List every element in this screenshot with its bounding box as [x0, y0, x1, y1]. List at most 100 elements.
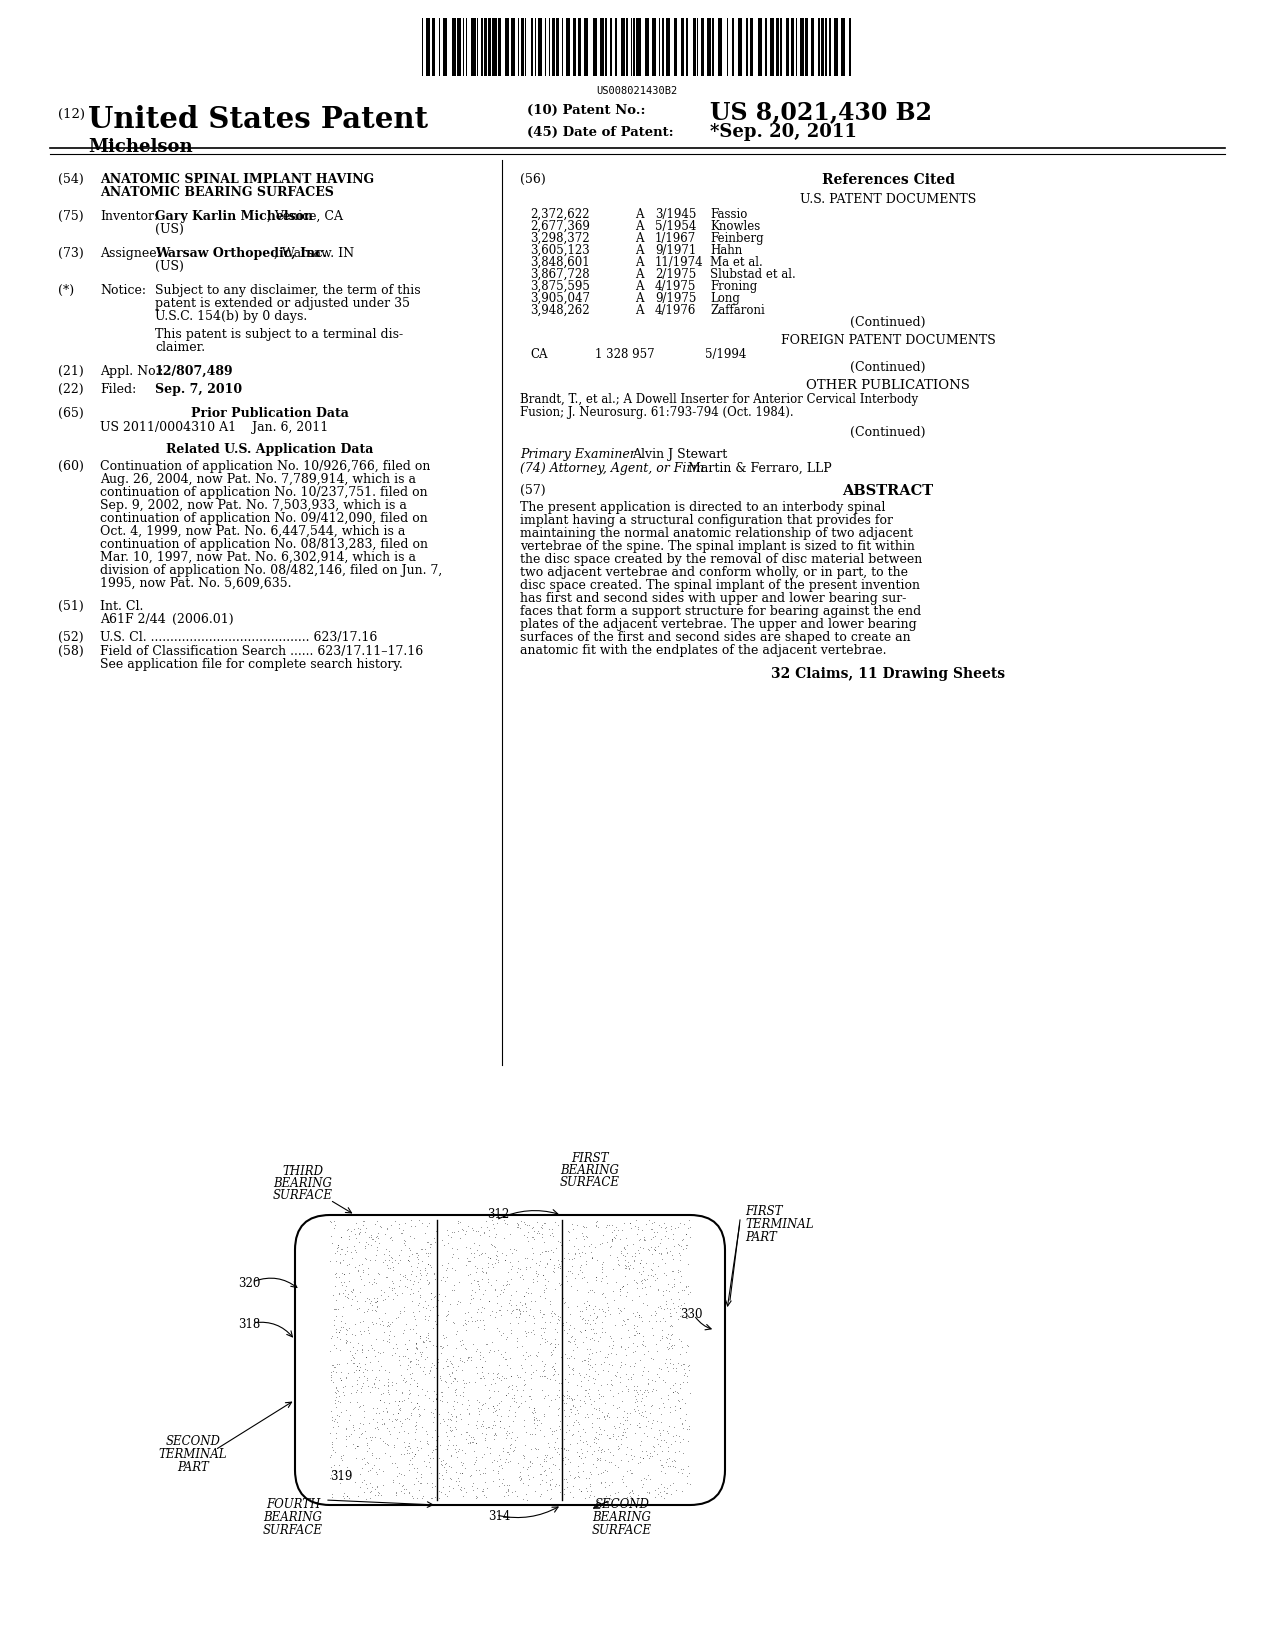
Point [362, 1297, 382, 1323]
Point [320, 1444, 340, 1470]
Point [382, 1269, 403, 1295]
Text: Field of Classification Search ...... 623/17.11–17.16: Field of Classification Search ...... 62… [99, 645, 423, 658]
Point [565, 1241, 585, 1267]
Point [450, 1421, 470, 1447]
Point [552, 1285, 572, 1312]
Point [507, 1259, 528, 1285]
Point [643, 1376, 663, 1402]
Point [495, 1246, 515, 1272]
Point [357, 1299, 377, 1325]
Point [366, 1299, 386, 1325]
Point [339, 1315, 360, 1341]
Bar [463, 18, 464, 76]
Point [380, 1421, 400, 1447]
Point [541, 1290, 561, 1317]
Point [391, 1280, 412, 1307]
Text: 9/1971: 9/1971 [655, 244, 696, 257]
Point [603, 1328, 623, 1355]
Point [402, 1241, 422, 1267]
Point [668, 1305, 688, 1332]
Point [354, 1236, 375, 1262]
Point [320, 1465, 340, 1492]
Point [419, 1297, 440, 1323]
Point [459, 1399, 479, 1426]
Point [620, 1211, 640, 1238]
Bar [511, 18, 515, 76]
Point [349, 1409, 370, 1436]
Point [329, 1318, 349, 1345]
Point [562, 1393, 583, 1419]
Point [629, 1259, 649, 1285]
Point [507, 1214, 528, 1241]
Point [483, 1360, 504, 1386]
Point [586, 1419, 607, 1445]
Bar [692, 18, 695, 76]
Point [421, 1231, 441, 1257]
Point [333, 1483, 353, 1510]
Point [441, 1224, 462, 1251]
Point [509, 1304, 529, 1330]
Point [638, 1422, 658, 1449]
Point [408, 1249, 428, 1275]
Text: TERMINAL: TERMINAL [745, 1218, 813, 1231]
Point [458, 1262, 478, 1289]
Point [434, 1333, 454, 1360]
Point [491, 1322, 511, 1348]
Point [525, 1404, 546, 1431]
Point [506, 1373, 527, 1399]
Point [586, 1447, 607, 1473]
Point [444, 1272, 464, 1299]
Point [511, 1353, 532, 1379]
Point [611, 1238, 631, 1264]
Point [436, 1216, 456, 1242]
Point [388, 1249, 408, 1275]
Point [638, 1371, 658, 1398]
Point [482, 1231, 502, 1257]
Point [321, 1454, 342, 1480]
Point [544, 1436, 565, 1462]
Point [585, 1358, 606, 1384]
Point [445, 1320, 465, 1346]
Point [365, 1475, 385, 1502]
Point [542, 1239, 562, 1266]
Text: A: A [635, 256, 644, 269]
Point [411, 1323, 431, 1350]
Text: 3,875,595: 3,875,595 [530, 280, 590, 294]
Point [472, 1299, 492, 1325]
Point [588, 1437, 608, 1464]
Point [575, 1241, 595, 1267]
Point [504, 1388, 524, 1414]
Point [664, 1454, 685, 1480]
Point [677, 1470, 697, 1497]
Point [527, 1267, 547, 1294]
Point [382, 1254, 403, 1280]
Point [580, 1231, 601, 1257]
Point [467, 1407, 487, 1434]
Point [434, 1407, 454, 1434]
Point [380, 1444, 400, 1470]
Point [495, 1338, 515, 1365]
Point [649, 1211, 669, 1238]
Point [649, 1417, 669, 1444]
Point [515, 1346, 536, 1373]
Point [562, 1422, 583, 1449]
Point [548, 1254, 569, 1280]
Point [625, 1322, 645, 1348]
Text: 1 328 957: 1 328 957 [595, 348, 654, 361]
Point [488, 1336, 509, 1363]
Point [465, 1483, 486, 1510]
Bar [606, 18, 607, 76]
Point [548, 1361, 569, 1388]
Point [468, 1313, 488, 1340]
Point [506, 1238, 527, 1264]
Point [390, 1219, 411, 1246]
Point [389, 1272, 409, 1299]
Point [572, 1299, 593, 1325]
Point [678, 1412, 699, 1439]
Point [388, 1399, 408, 1426]
Bar [746, 18, 747, 76]
Point [326, 1234, 347, 1261]
Point [639, 1338, 659, 1365]
Point [542, 1355, 562, 1381]
Point [597, 1422, 617, 1449]
